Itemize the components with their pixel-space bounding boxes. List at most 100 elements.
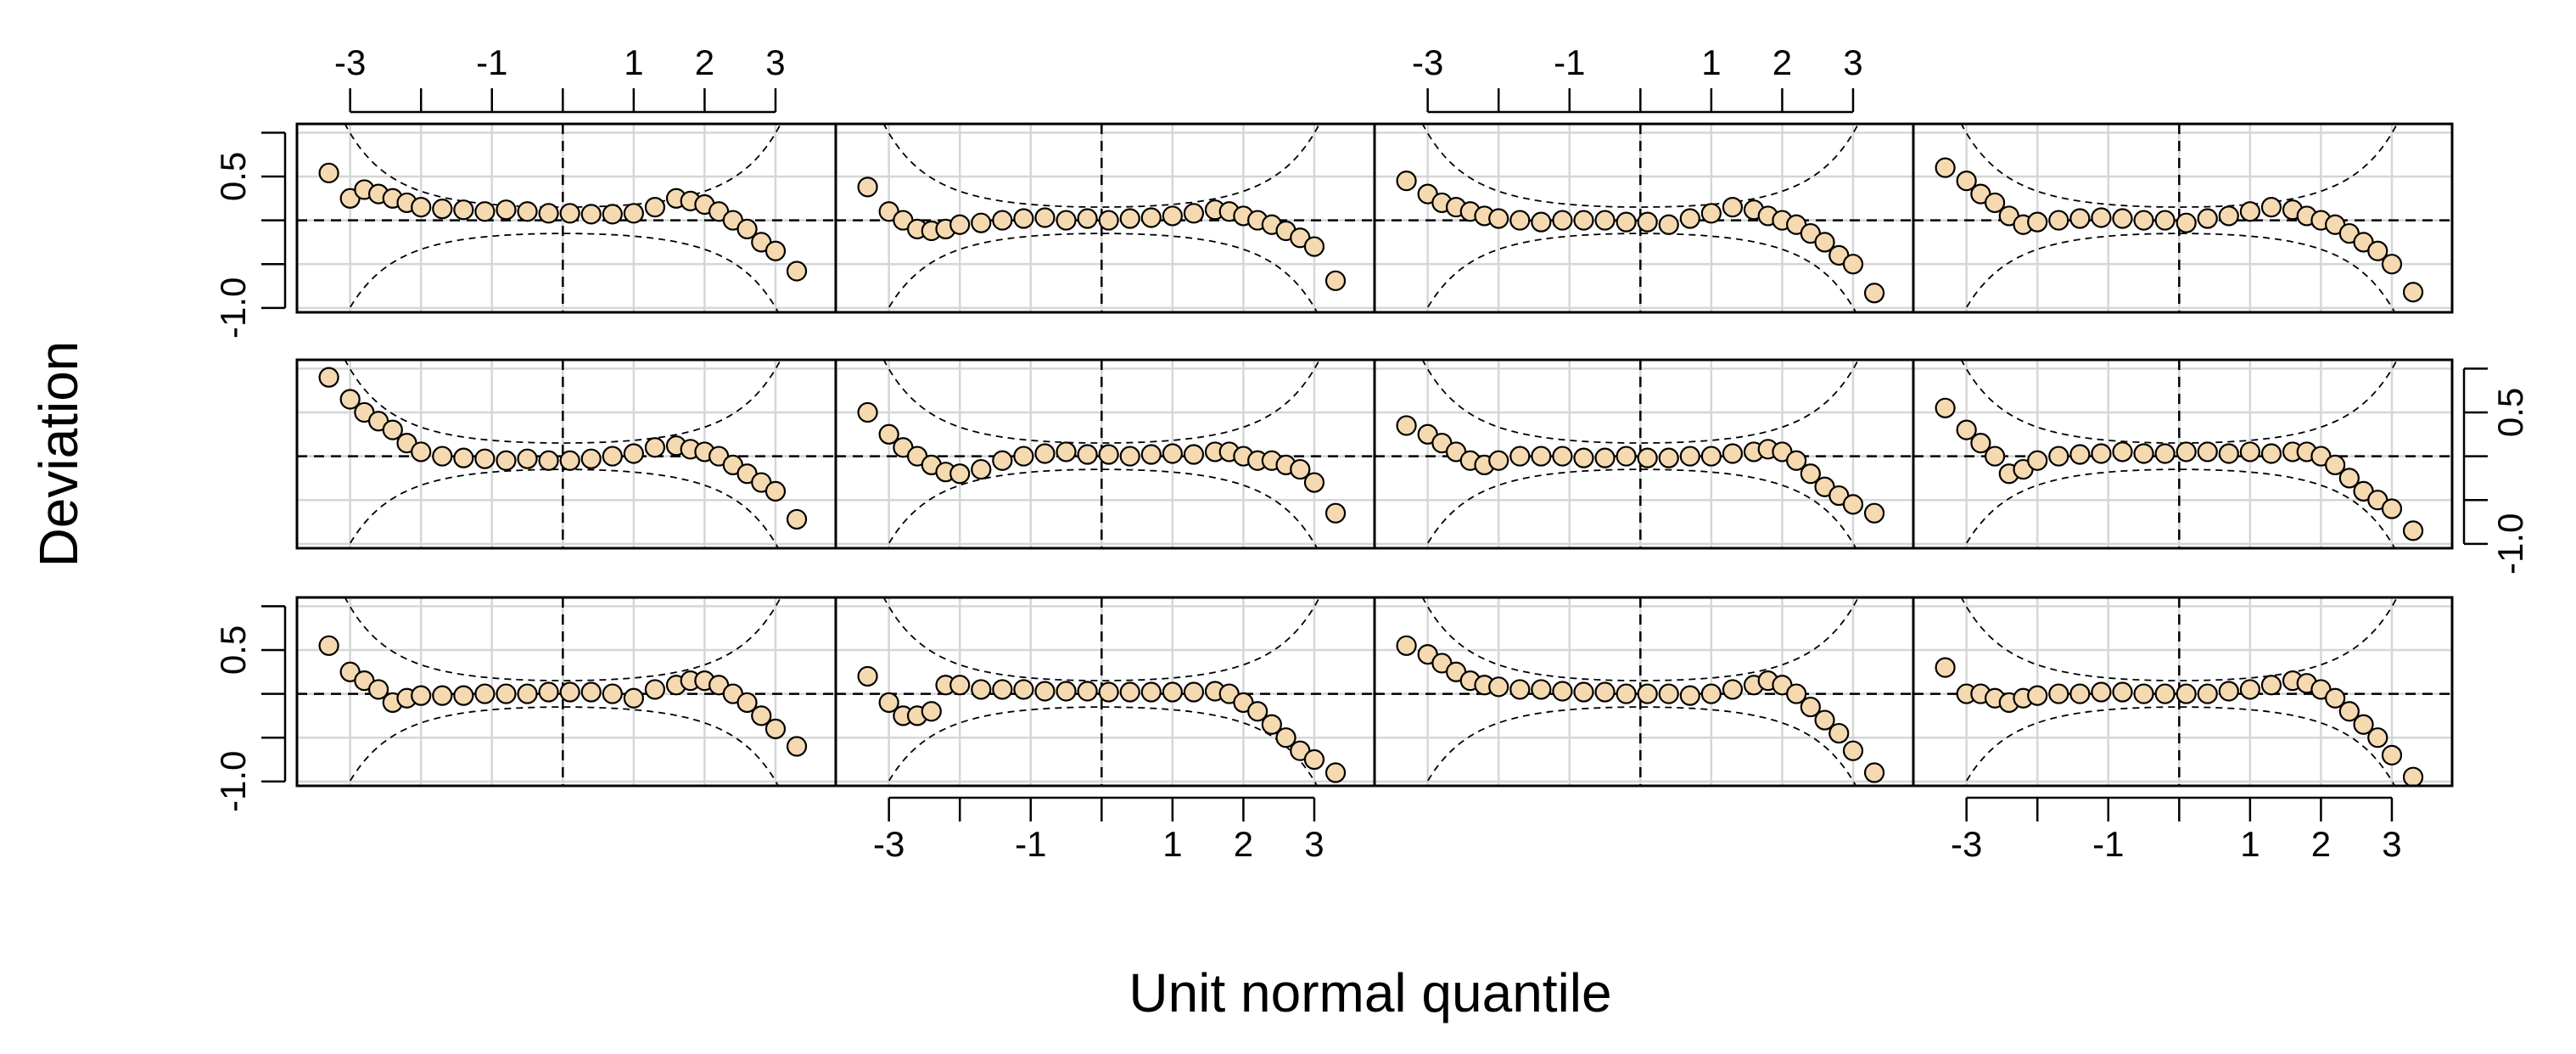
point xyxy=(2381,744,2403,765)
point xyxy=(2112,441,2133,463)
panel: 0.5 -1.0 xyxy=(213,596,837,812)
point xyxy=(1034,681,1056,702)
point xyxy=(1616,446,1637,467)
confidence-band xyxy=(882,597,1321,681)
point xyxy=(318,367,339,388)
point xyxy=(623,203,644,224)
point xyxy=(1700,446,1722,467)
plot-area xyxy=(1913,360,2452,548)
point xyxy=(1077,681,1098,702)
point xyxy=(1119,446,1140,467)
point xyxy=(1396,171,1417,192)
point xyxy=(1396,635,1417,656)
point xyxy=(1056,210,1077,231)
point xyxy=(2367,727,2388,748)
point xyxy=(1183,444,1205,465)
point xyxy=(367,679,389,700)
point xyxy=(496,683,517,704)
panel xyxy=(295,358,837,550)
point xyxy=(1722,196,1744,218)
point xyxy=(2197,208,2218,229)
point xyxy=(1637,683,1658,704)
point xyxy=(517,683,538,704)
confidence-band xyxy=(1960,597,2399,681)
point xyxy=(1594,210,1616,231)
point xyxy=(2218,205,2239,227)
point xyxy=(538,681,559,703)
point xyxy=(1140,681,1162,703)
point xyxy=(1183,203,1205,224)
confidence-band xyxy=(885,468,1319,548)
point xyxy=(1162,205,1183,227)
point xyxy=(1842,254,1864,275)
point xyxy=(2112,208,2133,229)
point xyxy=(2048,683,2069,704)
point xyxy=(2338,701,2360,722)
confidence-band xyxy=(885,706,1319,786)
point xyxy=(1183,681,1205,703)
plot-area xyxy=(297,124,836,312)
point xyxy=(2069,444,2091,465)
point xyxy=(517,201,538,222)
point xyxy=(878,423,899,445)
point xyxy=(857,665,878,687)
point xyxy=(2027,685,2048,706)
point xyxy=(474,448,496,469)
point xyxy=(1722,679,1744,700)
plot-area xyxy=(1913,597,2452,786)
point xyxy=(496,199,517,221)
confidence-band xyxy=(346,468,780,548)
point xyxy=(453,685,474,706)
point xyxy=(1573,447,1594,468)
point xyxy=(1552,210,1573,231)
x-axis-title: Unit normal quantile xyxy=(1128,962,1611,1023)
point xyxy=(339,389,361,410)
point xyxy=(2260,675,2282,696)
confidence-band xyxy=(1963,233,2396,312)
point xyxy=(992,450,1013,471)
point xyxy=(623,443,644,464)
point xyxy=(1828,722,1850,744)
panel-frame xyxy=(1912,122,2454,314)
point xyxy=(411,685,432,706)
plot-area xyxy=(836,597,1375,786)
point xyxy=(1303,236,1325,257)
panel-frame xyxy=(1912,358,2454,550)
point xyxy=(2239,201,2260,222)
point xyxy=(1077,444,1098,465)
point xyxy=(1700,683,1722,704)
point xyxy=(1552,681,1573,702)
plot-area xyxy=(836,124,1375,312)
point xyxy=(1324,502,1347,524)
x-tick-label: 1 xyxy=(624,42,643,82)
point xyxy=(2325,454,2346,476)
x-tick-label: 3 xyxy=(765,42,785,82)
point xyxy=(764,240,787,261)
point xyxy=(602,683,623,704)
point xyxy=(1863,502,1885,524)
x-tick-label: 1 xyxy=(1162,824,1182,864)
point xyxy=(1616,683,1637,704)
point xyxy=(2176,441,2197,463)
plot-area xyxy=(1375,597,1913,786)
point xyxy=(2338,468,2360,489)
point xyxy=(411,441,432,463)
point xyxy=(453,199,474,221)
panel: -3 -1 1 2 3 xyxy=(834,596,1376,864)
point xyxy=(786,261,808,282)
point xyxy=(1140,207,1162,228)
point xyxy=(1509,210,1531,231)
confidence-band xyxy=(1960,360,2399,444)
confidence-band xyxy=(1421,124,1860,208)
point xyxy=(764,718,787,739)
point xyxy=(2027,211,2048,233)
point xyxy=(1396,415,1417,436)
point xyxy=(1863,762,1885,783)
point xyxy=(1119,681,1140,703)
point xyxy=(496,450,517,471)
point xyxy=(2239,441,2260,463)
confidence-band xyxy=(1421,360,1860,444)
plot-area xyxy=(297,597,836,786)
point xyxy=(1303,748,1325,771)
x-tick-label: 1 xyxy=(1701,42,1721,82)
